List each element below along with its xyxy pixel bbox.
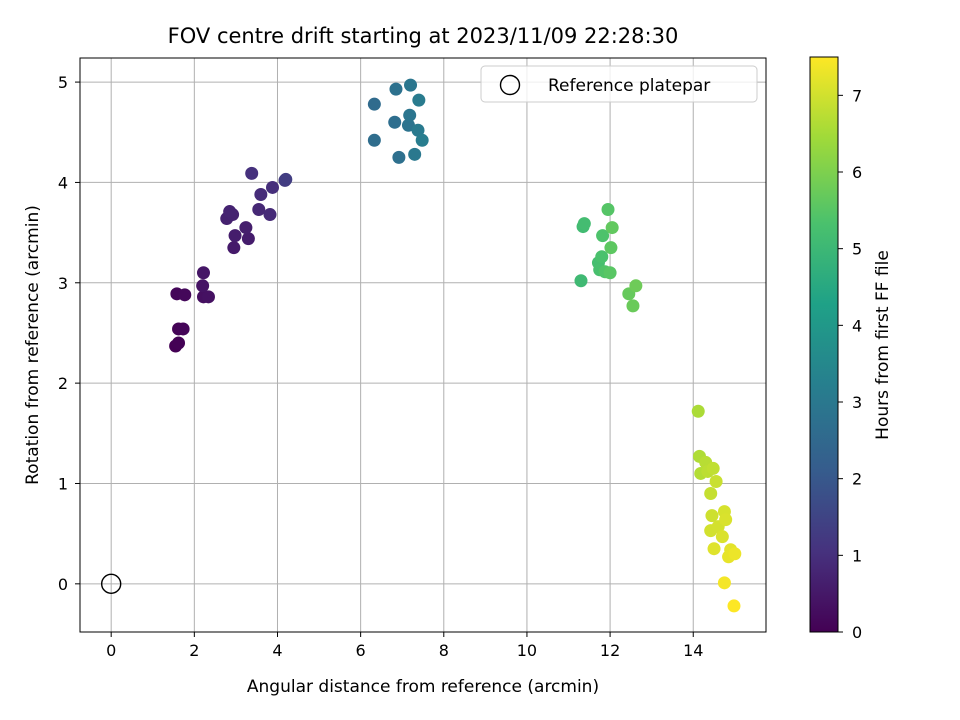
data-point <box>707 542 721 556</box>
colorbar-label: Hours from first FF file <box>873 250 893 440</box>
data-point <box>415 133 429 147</box>
data-point <box>691 404 705 418</box>
x-tick-label: 8 <box>439 641 449 660</box>
data-point <box>176 322 190 336</box>
data-points <box>169 78 742 613</box>
colorbar-tick-label: 5 <box>852 240 862 259</box>
data-point <box>601 203 615 217</box>
data-point <box>595 250 609 264</box>
colorbar-ticks: 0 1 2 3 4 5 6 7 <box>838 86 862 642</box>
y-axis-label: Rotation from reference (arcmin) <box>23 205 43 485</box>
y-tick-label: 3 <box>58 274 68 293</box>
y-tick-label: 0 <box>58 575 68 594</box>
data-point <box>719 513 733 527</box>
data-point <box>727 599 741 613</box>
data-point <box>265 180 279 194</box>
x-axis-ticks: 0 2 4 6 8 10 12 14 <box>106 632 703 660</box>
data-point <box>263 208 277 222</box>
data-point <box>728 547 742 561</box>
data-point <box>241 232 255 246</box>
data-point <box>717 576 731 590</box>
data-point <box>603 266 617 280</box>
x-tick-label: 10 <box>517 641 537 660</box>
data-point <box>401 118 415 132</box>
plot-frame <box>79 57 767 633</box>
data-point <box>626 299 640 313</box>
reference-marker <box>100 573 122 595</box>
data-point <box>629 279 643 293</box>
x-tick-label: 14 <box>683 641 703 660</box>
y-tick-label: 1 <box>58 474 68 493</box>
colorbar-tick-label: 7 <box>852 86 862 105</box>
colorbar-tick-label: 6 <box>852 163 862 182</box>
legend-label-reference: Reference platepar <box>548 76 710 96</box>
data-point <box>392 150 406 164</box>
data-point <box>178 288 192 302</box>
colorbar-tick-label: 2 <box>852 470 862 489</box>
data-point <box>388 115 402 129</box>
y-tick-label: 2 <box>58 374 68 393</box>
data-point <box>245 166 259 180</box>
x-tick-label: 12 <box>600 641 620 660</box>
data-point <box>367 97 381 111</box>
x-tick-label: 2 <box>189 641 199 660</box>
data-point <box>254 187 268 201</box>
data-point <box>604 241 618 255</box>
data-point <box>412 93 426 107</box>
colorbar-tick-label: 4 <box>852 316 862 335</box>
data-point <box>367 133 381 147</box>
colorbar-gradient <box>809 56 839 633</box>
data-point <box>705 509 719 523</box>
data-point <box>279 172 293 186</box>
x-axis-label: Angular distance from reference (arcmin) <box>247 677 599 697</box>
data-point <box>239 221 253 235</box>
data-point <box>228 229 242 243</box>
x-tick-label: 6 <box>356 641 366 660</box>
colorbar-tick-label: 3 <box>852 393 862 412</box>
data-point <box>404 78 418 92</box>
data-point <box>403 108 417 122</box>
data-point <box>574 274 588 288</box>
data-point <box>389 82 403 96</box>
colorbar-tick-label: 1 <box>852 546 862 565</box>
y-tick-label: 4 <box>58 173 68 192</box>
data-point <box>715 530 729 544</box>
data-point <box>411 123 425 137</box>
y-axis-ticks: 0 1 2 3 4 5 <box>58 73 80 594</box>
reference-marker-layer <box>100 573 122 595</box>
data-point <box>408 147 422 161</box>
x-tick-label: 4 <box>272 641 282 660</box>
colorbar: 0 1 2 3 4 5 6 7 Hours from first FF file <box>809 56 893 642</box>
data-point <box>201 290 215 304</box>
data-point <box>196 266 210 280</box>
legend-marker-reference <box>499 74 521 96</box>
data-point <box>252 203 266 217</box>
y-tick-label: 5 <box>58 73 68 92</box>
data-point <box>227 241 241 255</box>
chart-title: FOV centre drift starting at 2023/11/09 … <box>168 24 679 48</box>
legend: Reference platepar <box>480 65 758 103</box>
x-tick-label: 0 <box>106 641 116 660</box>
data-point <box>223 205 237 219</box>
colorbar-tick-label: 0 <box>852 623 862 642</box>
data-point <box>196 279 210 293</box>
legend-box <box>480 65 758 103</box>
data-point <box>704 487 718 501</box>
data-point <box>577 217 591 231</box>
data-point <box>172 336 186 350</box>
data-point <box>706 461 720 475</box>
data-point <box>605 221 619 235</box>
data-point <box>709 474 723 488</box>
data-point <box>596 229 610 243</box>
